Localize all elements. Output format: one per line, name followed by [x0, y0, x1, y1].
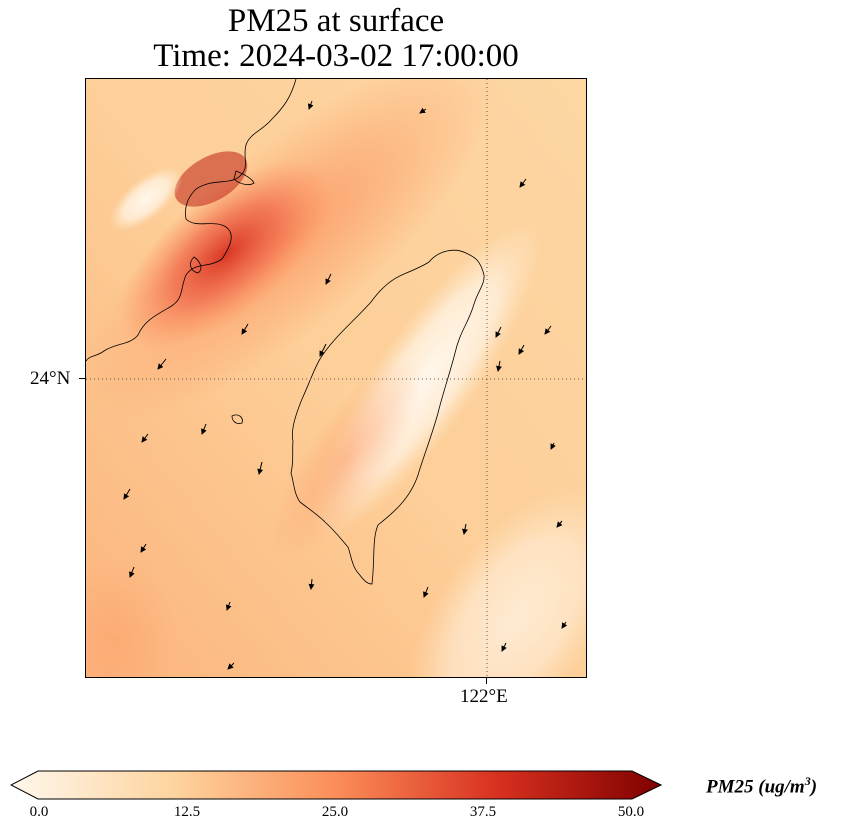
colorbar-tick-4: 50.0	[617, 804, 645, 820]
colorbar-tick-3: 37.5	[469, 804, 497, 820]
wind-arrow	[561, 621, 568, 629]
wind-arrow	[123, 488, 131, 500]
wind-arrow	[241, 323, 249, 335]
colorbar	[10, 770, 662, 800]
lon-label-122e: 122°E	[460, 686, 508, 707]
wind-arrow	[462, 523, 468, 535]
map-canvas	[86, 79, 586, 677]
wind-arrow	[157, 358, 167, 370]
colorbar-tick-1: 12.5	[173, 804, 201, 820]
wind-arrow	[129, 566, 135, 578]
colorbar-label-sup: 3	[804, 774, 811, 788]
wind-arrow	[227, 662, 235, 670]
wind-arrow	[519, 178, 527, 188]
gridlines	[86, 79, 586, 677]
wind-arrow	[518, 344, 525, 355]
china-coastline	[86, 79, 297, 362]
wind-arrow	[201, 423, 207, 435]
colorbar-gradient	[10, 770, 662, 800]
wind-arrow	[501, 642, 507, 652]
colorbar-tick-0: 0.0	[29, 804, 49, 820]
wind-arrow	[257, 461, 264, 475]
wind-arrow	[225, 601, 232, 611]
colorbar-label-end: )	[810, 776, 818, 798]
pm25-field-patches	[86, 79, 586, 677]
map-panel	[85, 78, 587, 678]
title-line-2: Time: 2024-03-02 17:00:00	[153, 38, 519, 74]
wind-arrow	[550, 442, 556, 450]
lat-tick	[79, 378, 85, 379]
taiwan-coastline	[290, 249, 485, 585]
lat-label-24n: 24°N	[30, 368, 71, 389]
wind-vectors	[123, 100, 568, 670]
wind-arrow	[419, 107, 427, 114]
coastline	[86, 79, 485, 585]
wind-arrow	[544, 325, 552, 335]
wind-arrow	[423, 586, 429, 598]
map-title: PM25 at surface Time: 2024-03-02 17:00:0…	[85, 4, 587, 74]
colorbar-label-main: PM25 (ug/m	[706, 776, 805, 798]
wind-arrow	[496, 360, 502, 372]
wind-arrow	[140, 543, 147, 553]
colorbar-label: PM25 (ug/m3)	[706, 774, 817, 798]
wind-arrow	[319, 343, 327, 357]
wind-arrow	[556, 520, 563, 528]
wind-arrow	[308, 578, 315, 590]
wind-arrow	[141, 433, 149, 443]
colorbar-tick-2: 25.0	[321, 804, 349, 820]
wind-arrow	[325, 273, 332, 285]
title-line-1: PM25 at surface	[227, 3, 445, 39]
wind-arrow	[307, 100, 314, 110]
lon-tick	[486, 678, 487, 684]
wind-arrow	[495, 326, 502, 338]
